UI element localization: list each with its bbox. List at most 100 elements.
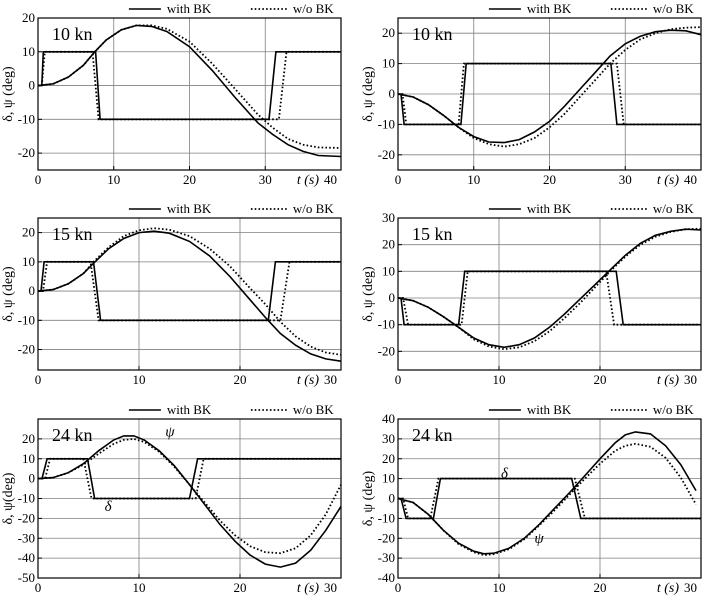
y-tick-label: -20 <box>18 145 35 160</box>
series-line-wo-bk <box>398 62 701 126</box>
y-tick-label: -40 <box>18 550 35 565</box>
y-tick-label: 10 <box>22 254 35 269</box>
x-tick-label: 20 <box>234 372 247 387</box>
series-line-with-bk <box>398 62 701 126</box>
y-tick-label: -50 <box>18 570 35 585</box>
speed-label: 24 kn <box>412 425 453 445</box>
y-tick-label: 10 <box>382 56 395 71</box>
y-axis-label: δ, ψ (deg) <box>361 266 376 322</box>
x-tick-label: 0 <box>395 372 402 387</box>
y-tick-label: 0 <box>389 491 396 506</box>
chart-panel-6: 0 10 20 30 -40 -30 -20 -10 0 10 20 30 40 t (s) δ, ψ (d… <box>361 402 702 596</box>
y-tick-label: 10 <box>22 451 35 466</box>
series-line-wo-bk <box>397 26 702 148</box>
series-line-with-bk <box>397 228 702 349</box>
plot-frame <box>37 217 342 371</box>
x-tick-label: 20 <box>234 580 247 595</box>
chart-panel-5: 0 10 20 30 -50 -40 -30 -20 -10 0 10 20 t (s) δ, ψ(deg… <box>1 402 342 596</box>
y-tick-label: -20 <box>378 343 395 358</box>
x-tick-label: 0 <box>35 580 42 595</box>
x-tick-label: 20 <box>543 172 556 187</box>
legend-label-wo-bk: w/o BK <box>653 201 694 216</box>
series-line-with-bk <box>38 261 341 322</box>
series-line-with-bk <box>398 270 701 326</box>
y-tick-label: -10 <box>18 491 35 506</box>
series-line-with-bk <box>37 230 342 362</box>
y-tick-label: 10 <box>22 44 35 59</box>
y-tick-label: 20 <box>382 237 395 252</box>
x-axis-label: t (s) <box>297 581 320 596</box>
y-tick-label: -20 <box>18 510 35 525</box>
y-tick-label: 20 <box>22 225 35 240</box>
y-tick-label: 40 <box>382 411 395 426</box>
x-tick-label: 0 <box>35 172 42 187</box>
y-tick-label: 0 <box>389 290 396 305</box>
legend-label-wo-bk: w/o BK <box>293 402 334 417</box>
series-line-wo-bk <box>38 50 341 121</box>
x-tick-label: 20 <box>594 372 607 387</box>
y-axis-label: δ, ψ (deg) <box>361 470 376 526</box>
x-tick-label: 30 <box>684 372 697 387</box>
curve-annotation: ψ <box>165 424 175 440</box>
x-tick-label: 10 <box>107 172 120 187</box>
speed-label: 15 kn <box>412 224 453 244</box>
plot-frame <box>397 217 702 371</box>
x-tick-label: 40 <box>324 172 337 187</box>
chart-panel-2: 0 10 20 30 40 -20 -10 0 10 20 t (s) δ, ψ (deg) 10 kn… <box>361 1 702 188</box>
series-line-wo-bk <box>37 437 342 555</box>
x-tick-label: 30 <box>259 172 272 187</box>
chart-panel-1: 0 10 20 30 40 -20 -10 0 10 20 t (s) δ, ψ (deg) 10 kn… <box>1 1 342 188</box>
y-tick-label: 0 <box>29 471 36 486</box>
y-axis-label: δ, ψ (deg) <box>361 66 376 122</box>
y-tick-label: 0 <box>389 86 396 101</box>
curve-annotation: ψ <box>534 531 544 547</box>
y-tick-label: -10 <box>18 312 35 327</box>
y-tick-label: 10 <box>382 263 395 278</box>
y-axis-label: δ, ψ(deg) <box>1 472 16 524</box>
x-axis-label: t (s) <box>657 373 680 388</box>
legend-label-with-bk: with BK <box>167 201 212 216</box>
x-tick-label: 10 <box>133 580 146 595</box>
y-tick-label: 30 <box>382 210 395 225</box>
series-line-wo-bk <box>397 442 697 557</box>
x-tick-label: 30 <box>684 580 697 595</box>
x-tick-label: 20 <box>594 580 607 595</box>
y-tick-label: -10 <box>378 116 395 131</box>
series-line-with-bk <box>398 477 701 520</box>
series-line-wo-bk <box>38 260 341 322</box>
x-axis-label: t (s) <box>657 581 680 596</box>
chart-panel-3: 0 10 20 30 -20 -10 0 10 20 t (s) δ, ψ (deg) 15 kn wi… <box>1 201 342 388</box>
y-tick-label: -10 <box>378 317 395 332</box>
x-axis-label: t (s) <box>297 173 320 188</box>
speed-label: 10 kn <box>412 24 453 44</box>
y-tick-label: -10 <box>378 510 395 525</box>
legend-label-with-bk: with BK <box>527 402 572 417</box>
x-tick-label: 10 <box>133 372 146 387</box>
y-tick-label: 0 <box>29 283 36 298</box>
y-tick-label: -30 <box>378 550 395 565</box>
y-tick-label: 20 <box>22 10 35 25</box>
legend-label-wo-bk: w/o BK <box>293 1 334 16</box>
curve-annotation: δ <box>105 499 113 515</box>
series-line-with-bk <box>37 435 342 568</box>
series-line-with-bk <box>38 458 341 500</box>
y-axis-label: δ, ψ (deg) <box>1 266 16 322</box>
x-tick-label: 10 <box>493 580 506 595</box>
speed-label: 15 kn <box>52 224 93 244</box>
legend-label-with-bk: with BK <box>527 201 572 216</box>
x-axis-label: t (s) <box>297 373 320 388</box>
x-tick-label: 10 <box>467 172 480 187</box>
legend-label-with-bk: with BK <box>527 1 572 16</box>
speed-label: 10 kn <box>52 24 93 44</box>
x-tick-label: 10 <box>493 372 506 387</box>
x-tick-label: 0 <box>395 172 402 187</box>
x-tick-label: 0 <box>395 580 402 595</box>
legend-label-wo-bk: w/o BK <box>653 1 694 16</box>
y-tick-label: 20 <box>22 431 35 446</box>
legend-label-wo-bk: w/o BK <box>293 201 334 216</box>
x-tick-label: 40 <box>684 172 697 187</box>
series-line-wo-bk <box>398 477 701 520</box>
y-tick-label: 20 <box>382 25 395 40</box>
series-line-with-bk <box>397 431 697 555</box>
legend-label-with-bk: with BK <box>167 1 212 16</box>
